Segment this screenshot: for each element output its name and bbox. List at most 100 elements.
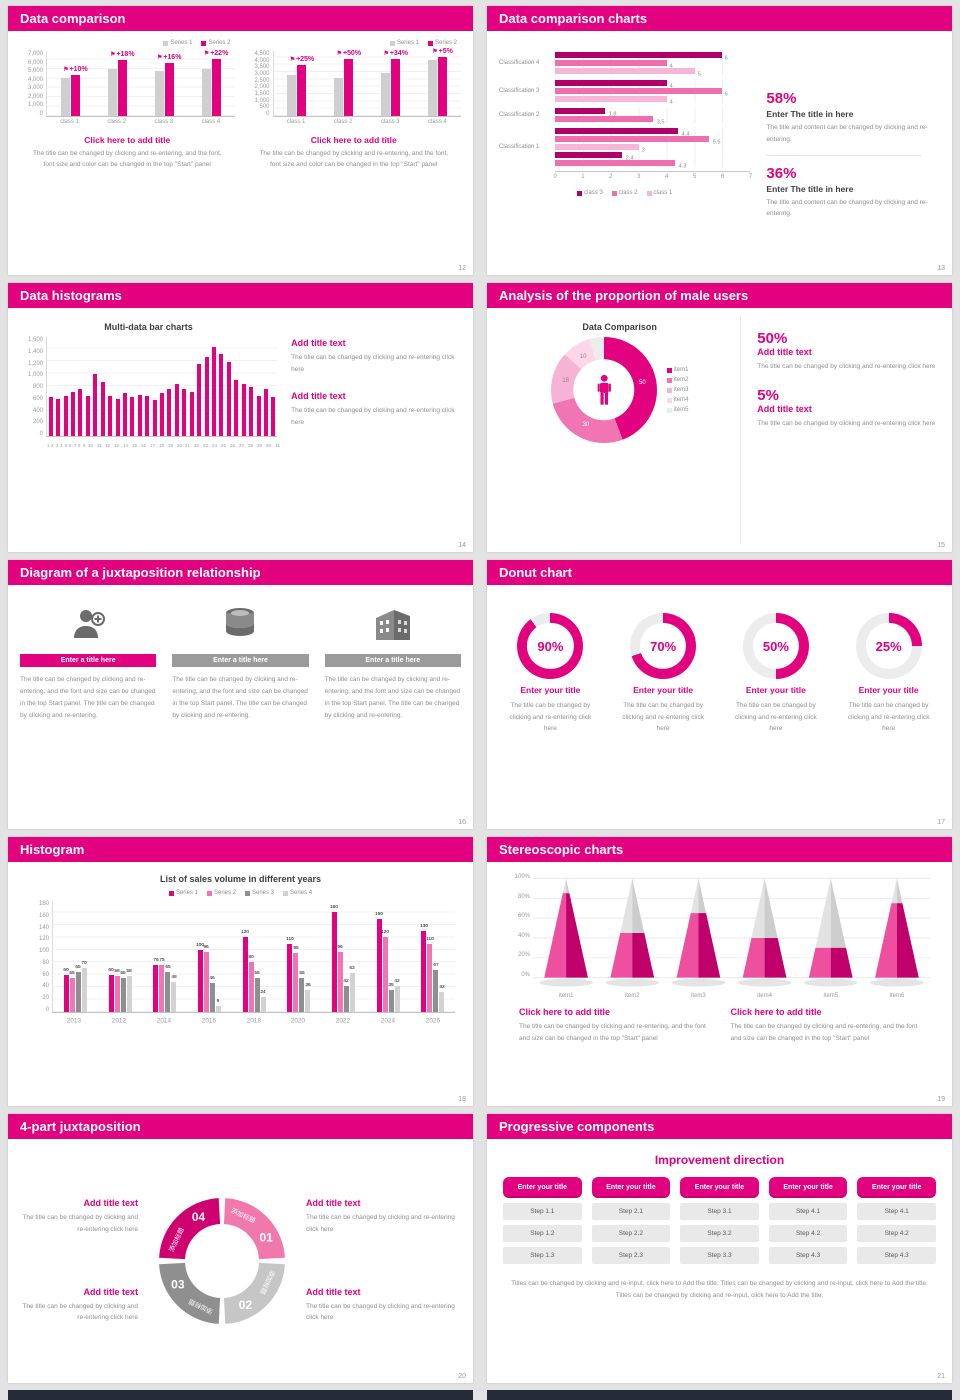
block-body: The title can be changed by clicking and… [291, 407, 455, 427]
y-tick-label: 1,500 [254, 90, 270, 97]
bar-group [188, 337, 195, 436]
bar-value-label: 95 [291, 935, 300, 953]
slide-12[interactable]: Data comparison Series 1 Series 2 7,000 6,0… [8, 6, 473, 275]
slide-body: Add title text The title can be changed … [8, 1139, 473, 1383]
bar: 75 [159, 957, 164, 1012]
bar: 42 [394, 977, 400, 1012]
slide-14[interactable]: Data histograms Multi-data bar charts 1,6… [8, 283, 473, 552]
legend-swatch [283, 890, 289, 896]
tiny-label: 3.5 [656, 118, 665, 125]
bar [197, 363, 202, 436]
bar-value-label: 110 [423, 926, 436, 944]
slide-16[interactable]: Diagram of a juxtaposition relationship … [8, 560, 473, 829]
slide-17[interactable]: Donut chart 90% Enter your title The tit… [487, 560, 952, 829]
bar-group [218, 337, 225, 436]
growth-label: ⚑+18% [110, 51, 135, 58]
page-number: 17 [937, 819, 945, 826]
slide-title: Donut chart [499, 565, 572, 580]
x-tick-label: 2013 [52, 1013, 97, 1024]
tiny-label: 65 [75, 963, 81, 969]
tiny-label: 160 [330, 904, 339, 910]
segment-number: 04 [192, 1210, 206, 1224]
x-tick-label: class 1 [60, 119, 79, 125]
chart-legend: Series 1 Series 2 [251, 40, 457, 46]
slide-19[interactable]: Stereoscopic charts 100% 80% 60% 40% 20% 0% it… [487, 837, 952, 1106]
text-blocks: Click here to add title The title can be… [499, 999, 940, 1044]
bar [115, 398, 120, 436]
x-tick-label: 17 [148, 437, 157, 448]
bar-value-label: 35 [387, 972, 396, 990]
step-item: Step 1.2 [503, 1225, 582, 1242]
block-heading: Click here to add title [310, 135, 397, 145]
tiny-label: 2018 [246, 1016, 261, 1024]
bar-value-label: 6 [724, 46, 728, 64]
bar [555, 160, 676, 166]
tiny-label: 15 [132, 443, 137, 448]
y-tick-label: 3,000 [27, 85, 43, 92]
block-heading: Add title text [291, 391, 346, 402]
slide-15[interactable]: Analysis of the proportion of male users… [487, 283, 952, 552]
growth-label: ⚑+50% [337, 50, 362, 57]
tiny-label: 55 [69, 969, 75, 975]
slide-18[interactable]: Histogram List of sales volume in differ… [8, 837, 473, 1106]
gauge-chart-host: 70% [612, 613, 715, 679]
gauge-chart-host: 90% [499, 613, 602, 679]
tiny-label: 48 [171, 973, 177, 980]
slide-title: Stereoscopic charts [499, 842, 624, 857]
step-item: Step 1.3 [503, 1247, 582, 1264]
h-bar-row: 6 [555, 51, 750, 61]
bar: 42 [344, 977, 349, 1012]
y-tick-label: 1,400 [27, 348, 43, 355]
bar-value-label: 150 [372, 901, 385, 919]
step-column: Enter your title Step 1.1 Step 1.2 Step … [503, 1177, 582, 1264]
bar-group [129, 337, 136, 436]
legend-item: item2 [666, 377, 688, 383]
bar-value-label: 24 [259, 979, 268, 997]
x-tick-label: 2018 [231, 1013, 276, 1024]
tiny-label: 27 [238, 443, 244, 448]
block-body: The title can be changed by clicking and… [22, 1303, 138, 1322]
bar [137, 394, 142, 436]
bar-value-label: 63 [348, 955, 357, 973]
tiny-label: 25 [221, 443, 226, 448]
bar-value-label: 100 [194, 932, 207, 950]
bar: 67 [433, 962, 438, 1012]
x-tick-label: 2016 [186, 1013, 231, 1024]
x-tick-label: 31 [273, 437, 282, 448]
gauge-chart-host: 25% [837, 613, 940, 679]
h-bar-row: 6 [555, 87, 750, 97]
bar: 9 [215, 998, 221, 1012]
title-bar: Enter a title here [324, 654, 461, 667]
stats-column: 50% Add title text The title can be chan… [740, 316, 940, 544]
slide-13[interactable]: Data comparison charts Classification 4 6… [487, 6, 952, 275]
bar: 60 [108, 966, 114, 1012]
tiny-label: 55 [254, 969, 260, 975]
x-tick-label: class 3 [154, 119, 174, 125]
slide-20[interactable]: 4-part juxtaposition Add title text The … [8, 1114, 473, 1383]
text-block: Add title text The title can be changed … [306, 1198, 461, 1234]
next-slide-edge [487, 1390, 952, 1400]
gauge-heading: Enter your title [745, 685, 806, 695]
segment-value-label: 30 [582, 421, 590, 428]
slide-title: Analysis of the proportion of male users [499, 288, 749, 303]
bar: 65 [165, 963, 170, 1012]
bar-value-label: 3.5 [655, 110, 666, 128]
slide-body: Data Comparison 50 30 18 10 item1 item2 item3 i… [487, 308, 952, 552]
y-tick-label: 180 [38, 901, 49, 907]
gauge-chart: 50% [742, 613, 809, 679]
segment-number: 03 [171, 1277, 185, 1291]
y-tick-label: 4,500 [254, 51, 270, 57]
tiny-label: 2020 [291, 1016, 306, 1024]
bar [122, 392, 127, 436]
x-tick-label: 14 [121, 437, 130, 448]
tiny-label: 2.4 [625, 154, 634, 161]
slide-header: Data histograms [8, 283, 473, 308]
y-axis: 7,000 6,000 5,000 4,000 3,000 2,000 1,000 0 [20, 51, 46, 117]
h-bar-row: 4 [555, 95, 750, 105]
bar-value-label: 48 [169, 964, 178, 982]
slide-21[interactable]: Progressive components Improvement direc… [487, 1114, 952, 1383]
bar [107, 68, 117, 116]
tiny-label: 2013 [67, 1016, 82, 1024]
y-tick-label: 100 [38, 948, 49, 955]
